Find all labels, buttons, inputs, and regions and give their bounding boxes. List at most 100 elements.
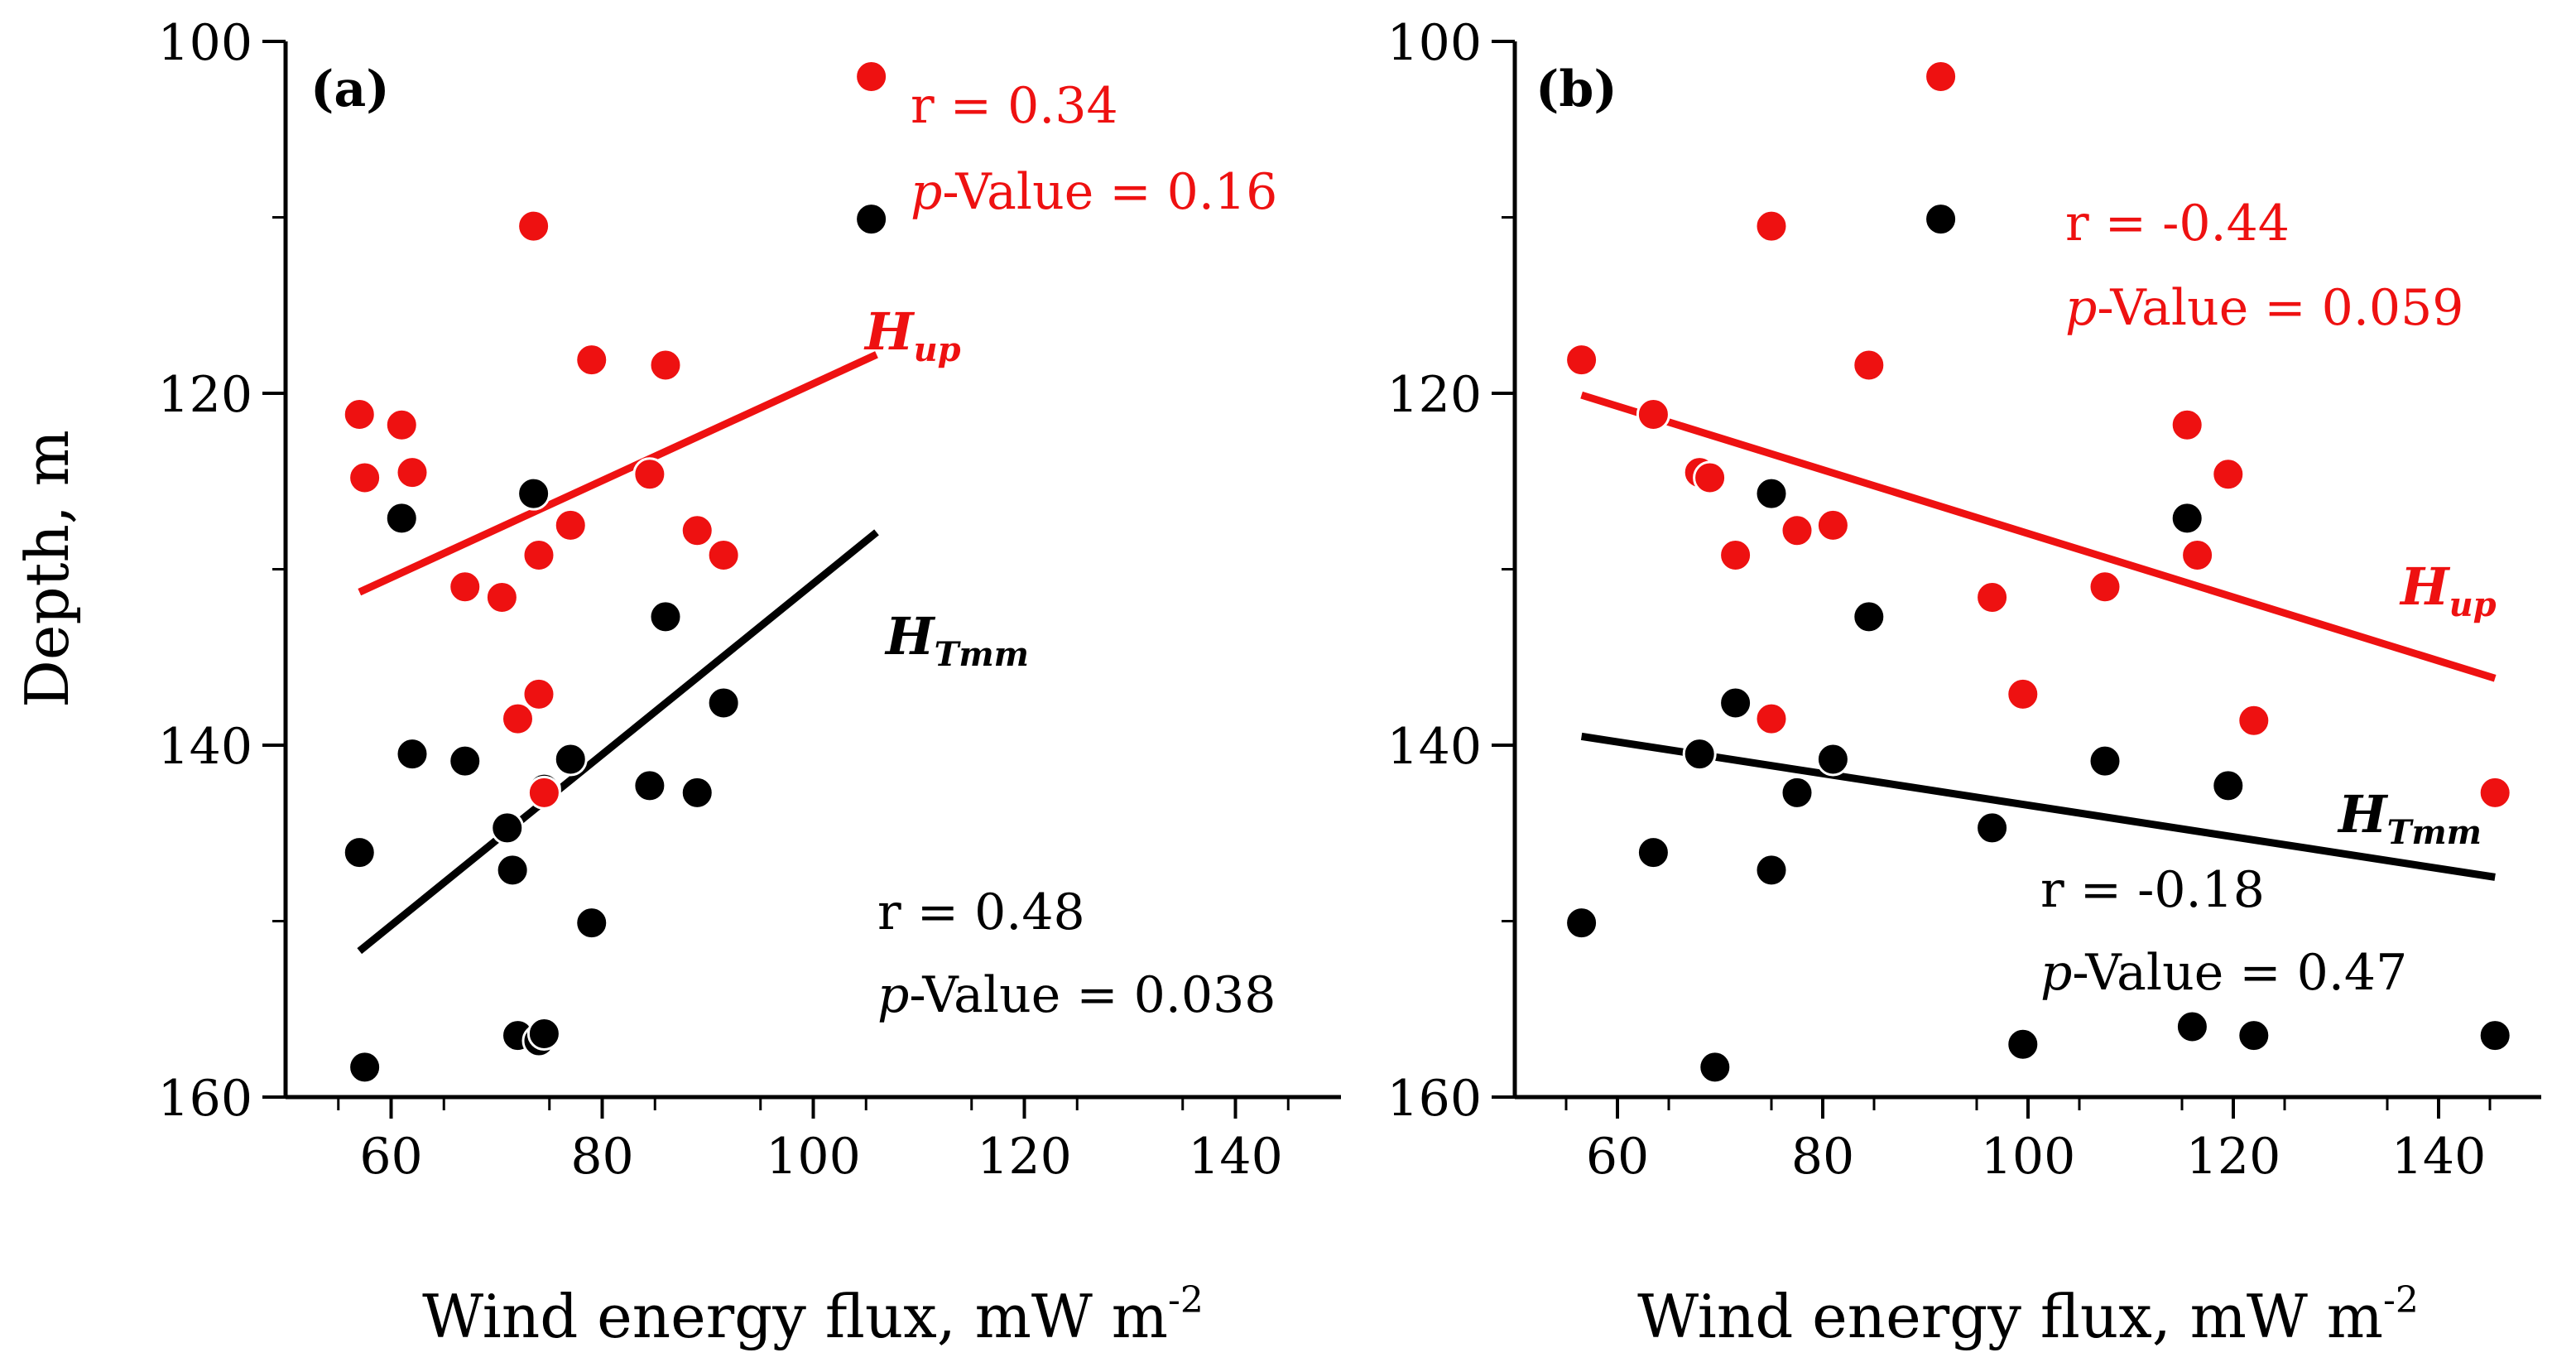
p-value-tmm: p-Value = 0.47 bbox=[2040, 944, 2407, 1002]
label-h-up: Hup bbox=[863, 301, 961, 369]
x-tick-label: 60 bbox=[359, 1128, 422, 1186]
y-tick-label: 140 bbox=[157, 718, 252, 776]
p-prefix: p bbox=[2065, 279, 2097, 337]
data-point-h-tmm bbox=[1698, 1050, 1733, 1085]
data-point-h-tmm bbox=[1852, 599, 1886, 634]
data-point-h-up bbox=[484, 580, 519, 614]
data-point-h-up bbox=[1924, 60, 1958, 94]
data-point-h-up bbox=[680, 513, 714, 548]
label-main: H bbox=[863, 301, 916, 362]
trend-line-h-up bbox=[1580, 391, 2497, 682]
data-point-h-tmm bbox=[1682, 737, 1717, 772]
y-tick-label: 100 bbox=[1387, 14, 1482, 72]
panel-label: (b) bbox=[1536, 60, 1617, 118]
data-point-h-tmm bbox=[2237, 1018, 2271, 1053]
p-prefix: p bbox=[877, 966, 909, 1024]
p-prefix: p bbox=[2040, 944, 2072, 1002]
label-h-tmm: HTmm bbox=[884, 606, 1029, 674]
data-point-h-up bbox=[1975, 580, 2010, 614]
data-point-h-up bbox=[342, 397, 377, 431]
data-point-h-up bbox=[574, 343, 609, 378]
panel-label: (a) bbox=[310, 60, 390, 118]
data-point-h-tmm bbox=[384, 501, 419, 536]
data-point-h-up bbox=[521, 676, 556, 711]
data-point-h-tmm bbox=[495, 853, 530, 888]
data-point-h-tmm bbox=[2477, 1018, 2512, 1053]
trend-line-h-tmm bbox=[1580, 732, 2496, 881]
data-point-h-tmm bbox=[632, 768, 667, 803]
data-point-h-up bbox=[348, 460, 382, 495]
data-point-h-tmm bbox=[706, 686, 741, 720]
data-point-h-tmm bbox=[1754, 853, 1789, 888]
data-point-h-up bbox=[501, 701, 535, 736]
data-point-h-up bbox=[1564, 343, 1599, 378]
trend-lines bbox=[357, 351, 879, 955]
data-point-h-tmm bbox=[2175, 1009, 2209, 1044]
data-point-h-up bbox=[1754, 701, 1789, 736]
p-text: -Value = 0.059 bbox=[2097, 279, 2463, 337]
x-axis-title: Wind energy flux, mW m-2 bbox=[422, 1279, 1204, 1351]
data-point-h-up bbox=[2170, 407, 2204, 442]
label-main: H bbox=[2399, 556, 2451, 617]
data-point-h-tmm bbox=[2211, 768, 2246, 803]
x-tick-label: 100 bbox=[766, 1128, 861, 1186]
data-point-h-up bbox=[706, 538, 741, 572]
data-point-h-up bbox=[1780, 513, 1814, 548]
y-tick-label: 160 bbox=[157, 1070, 252, 1128]
trend-lines bbox=[1580, 391, 2497, 881]
data-point-h-up bbox=[2237, 703, 2271, 738]
data-point-h-up bbox=[395, 455, 430, 490]
trend-line-h-up bbox=[358, 351, 878, 596]
data-point-h-up bbox=[632, 457, 667, 492]
trend-line-h-tmm bbox=[357, 529, 879, 955]
r-value-tmm: r = 0.48 bbox=[877, 883, 1085, 941]
data-point-h-up bbox=[448, 570, 483, 604]
p-text: -Value = 0.47 bbox=[2072, 944, 2407, 1002]
data-point-h-tmm bbox=[517, 476, 551, 511]
x-tick-label: 100 bbox=[1981, 1128, 2076, 1186]
data-point-h-tmm bbox=[2006, 1027, 2040, 1061]
label-main: H bbox=[884, 606, 936, 667]
data-point-h-up bbox=[1693, 460, 1728, 495]
p-value-tmm: p-Value = 0.038 bbox=[877, 966, 1276, 1024]
y-tick-label: 120 bbox=[157, 366, 252, 424]
data-point-h-up bbox=[1754, 209, 1789, 243]
data-point-h-tmm bbox=[1754, 476, 1789, 511]
p-text: -Value = 0.038 bbox=[909, 966, 1276, 1024]
data-points bbox=[1564, 60, 2512, 1085]
axis-ticks: 60 80 100 120 140 100 120 140 160 bbox=[157, 14, 1290, 1186]
p-value-up: p-Value = 0.16 bbox=[911, 163, 1277, 221]
p-text: -Value = 0.16 bbox=[942, 163, 1277, 221]
data-point-h-tmm bbox=[553, 742, 588, 777]
data-point-h-up bbox=[1636, 397, 1670, 431]
plot-area bbox=[1515, 41, 2541, 1097]
panel-a: 60 80 100 120 140 100 120 140 160 (a) r = 0.34 p… bbox=[12, 14, 1341, 1351]
data-point-h-tmm bbox=[348, 1050, 382, 1085]
data-point-h-tmm bbox=[395, 737, 430, 772]
data-point-h-tmm bbox=[490, 811, 525, 845]
data-point-h-up bbox=[2211, 457, 2246, 492]
data-point-h-up bbox=[526, 775, 561, 810]
label-sub: Tmm bbox=[2387, 813, 2482, 852]
data-point-h-tmm bbox=[648, 599, 683, 634]
data-point-h-up bbox=[2088, 570, 2122, 604]
x-tick-label: 140 bbox=[2391, 1128, 2487, 1186]
data-point-h-tmm bbox=[1780, 775, 1814, 810]
x-tick-label: 140 bbox=[1188, 1128, 1283, 1186]
x-axis-title-sup: -2 bbox=[1168, 1279, 1204, 1321]
data-point-h-tmm bbox=[342, 835, 377, 870]
data-point-h-tmm bbox=[2170, 501, 2204, 536]
data-point-h-tmm bbox=[1975, 811, 2010, 845]
y-tick-label: 160 bbox=[1387, 1070, 1482, 1128]
x-axis-title-main: Wind energy flux, mW m bbox=[422, 1282, 1168, 1351]
label-sub: up bbox=[914, 330, 961, 369]
x-tick-label: 60 bbox=[1586, 1128, 1649, 1186]
x-tick-label: 80 bbox=[1791, 1128, 1854, 1186]
data-point-h-up bbox=[517, 209, 551, 243]
data-point-h-up bbox=[854, 60, 889, 94]
label-h-up: Hup bbox=[2399, 556, 2497, 624]
r-value-tmm: r = -0.18 bbox=[2040, 861, 2265, 919]
x-axis-title-main: Wind energy flux, mW m bbox=[1637, 1282, 2383, 1351]
data-point-h-tmm bbox=[1636, 835, 1670, 870]
